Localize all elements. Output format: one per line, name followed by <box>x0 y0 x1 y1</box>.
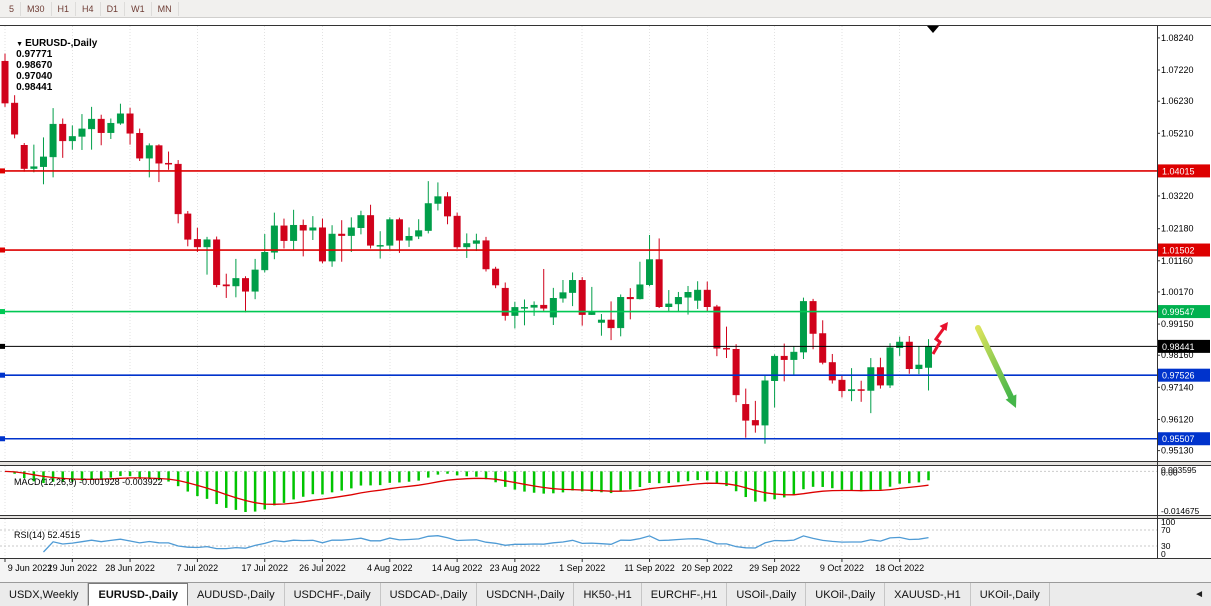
timeframe-button-h4[interactable]: H4 <box>76 1 101 16</box>
timeframe-button-m30[interactable]: M30 <box>21 1 52 16</box>
timeframe-button-mn[interactable]: MN <box>152 1 179 16</box>
svg-text:0.97526: 0.97526 <box>1162 371 1195 381</box>
svg-text:0.00: 0.00 <box>1161 467 1178 477</box>
svg-text:30: 30 <box>1161 541 1171 551</box>
svg-text:100: 100 <box>1161 517 1175 527</box>
bearish-arrow-annotation[interactable] <box>975 325 1017 408</box>
svg-text:26 Jul 2022: 26 Jul 2022 <box>299 563 346 573</box>
svg-text:0.95507: 0.95507 <box>1162 434 1195 444</box>
svg-text:19 Jun 2022: 19 Jun 2022 <box>48 563 98 573</box>
chart-tab-usdx-weekly[interactable]: USDX,Weekly <box>0 583 89 606</box>
chart-tab-hk50-h1[interactable]: HK50-,H1 <box>574 583 642 606</box>
current-bar-marker-icon <box>927 26 939 33</box>
svg-text:18 Oct 2022: 18 Oct 2022 <box>875 563 924 573</box>
svg-text:1.02180: 1.02180 <box>1161 224 1194 234</box>
svg-text:0.95130: 0.95130 <box>1161 446 1194 456</box>
chart-tab-ukoil-daily[interactable]: UKOil-,Daily <box>971 583 1050 606</box>
chart-tab-usdcnh-daily[interactable]: USDCNH-,Daily <box>477 583 575 606</box>
tabs-scroll-left-icon[interactable]: ◄ <box>1194 589 1204 600</box>
svg-text:70: 70 <box>1161 525 1171 535</box>
svg-text:29 Sep 2022: 29 Sep 2022 <box>749 563 800 573</box>
svg-text:0.99547: 0.99547 <box>1162 307 1195 317</box>
svg-text:11 Sep 2022: 11 Sep 2022 <box>624 563 674 573</box>
panel-backgrounds <box>0 18 1211 582</box>
svg-text:1.06230: 1.06230 <box>1161 96 1194 106</box>
chart-tabs-bar: USDX,Weekly EURUSD-,Daily AUDUSD-,Daily USD… <box>0 582 1211 606</box>
price-axis[interactable]: 1.08240 1.07220 1.06230 1.05210 1.03220 1.021… <box>1157 33 1210 456</box>
svg-text:9 Jun 2022: 9 Jun 2022 <box>8 563 53 573</box>
svg-text:1.05210: 1.05210 <box>1161 128 1194 138</box>
svg-text:7 Jul 2022: 7 Jul 2022 <box>177 563 219 573</box>
svg-text:14 Aug 2022: 14 Aug 2022 <box>432 563 483 573</box>
chart-tab-eurchf-h1[interactable]: EURCHF-,H1 <box>642 583 728 606</box>
svg-text:0.96120: 0.96120 <box>1161 414 1194 424</box>
chart-tab-eurusd-daily[interactable]: EURUSD-,Daily <box>88 583 188 606</box>
svg-text:0.98441: 0.98441 <box>1162 342 1195 352</box>
svg-text:0.003595: 0.003595 <box>1161 465 1197 475</box>
chart-tab-xauusd-h1[interactable]: XAUUSD-,H1 <box>885 583 971 606</box>
horizontal-level-lines[interactable] <box>0 168 1157 442</box>
timeframe-toolbar: 5 M30 H1 H4 D1 W1 MN <box>0 0 1211 18</box>
svg-text:0: 0 <box>1161 549 1166 559</box>
svg-text:1.01160: 1.01160 <box>1161 256 1193 266</box>
svg-text:1.03220: 1.03220 <box>1161 191 1194 201</box>
svg-text:0.97140: 0.97140 <box>1161 382 1194 392</box>
svg-text:1 Sep 2022: 1 Sep 2022 <box>559 563 605 573</box>
svg-text:4 Aug 2022: 4 Aug 2022 <box>367 563 413 573</box>
chart-tab-usdchf-daily[interactable]: USDCHF-,Daily <box>285 583 381 606</box>
timeframe-button-5[interactable]: 5 <box>3 1 22 16</box>
svg-text:0.99150: 0.99150 <box>1161 319 1194 329</box>
svg-text:1.07220: 1.07220 <box>1161 65 1194 75</box>
svg-text:9 Oct 2022: 9 Oct 2022 <box>820 563 864 573</box>
timeframe-button-group: 5 M30 H1 H4 D1 W1 MN <box>3 0 179 17</box>
timeframe-button-w1[interactable]: W1 <box>125 1 152 16</box>
svg-text:1.04015: 1.04015 <box>1162 166 1195 176</box>
svg-text:1.08240: 1.08240 <box>1161 33 1194 43</box>
chart-tab-audusd-daily[interactable]: AUDUSD-,Daily <box>188 583 285 606</box>
bullish-arrow-annotation[interactable] <box>931 322 948 355</box>
chart-tab-ukoil-daily[interactable]: UKOil-,Daily <box>806 583 886 606</box>
chart-tabs-list: USDX,Weekly EURUSD-,Daily AUDUSD-,Daily USD… <box>0 583 1050 606</box>
svg-text:0.98160: 0.98160 <box>1161 350 1194 360</box>
svg-text:23 Aug 2022: 23 Aug 2022 <box>490 563 541 573</box>
chart-tab-usoil-daily[interactable]: USOil-,Daily <box>727 583 807 606</box>
svg-text:17 Jul 2022: 17 Jul 2022 <box>241 563 288 573</box>
timeframe-button-h1[interactable]: H1 <box>52 1 77 16</box>
candlestick-series <box>1 53 933 444</box>
timeframe-button-d1[interactable]: D1 <box>101 1 126 16</box>
chart-tab-usdcad-daily[interactable]: USDCAD-,Daily <box>381 583 478 606</box>
svg-text:1.01502: 1.01502 <box>1162 246 1195 256</box>
svg-text:1.00170: 1.00170 <box>1161 287 1194 297</box>
svg-text:28 Jun 2022: 28 Jun 2022 <box>105 563 155 573</box>
svg-text:-0.014675: -0.014675 <box>1161 506 1200 516</box>
svg-text:20 Sep 2022: 20 Sep 2022 <box>682 563 733 573</box>
